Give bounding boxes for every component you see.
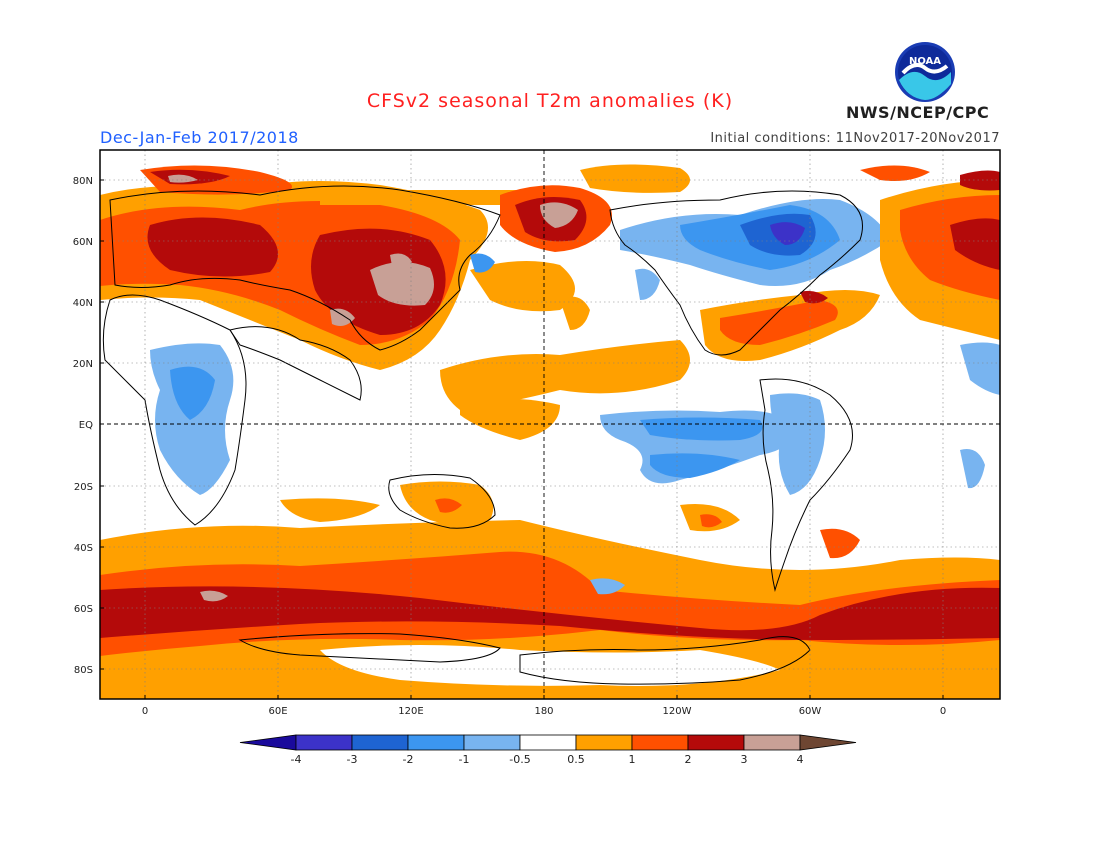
lon-tick-label: 60W — [799, 706, 822, 717]
lat-tick-label: EQ — [79, 420, 93, 431]
lat-tick-label: 60S — [74, 604, 93, 615]
colorbar-label: 2 — [685, 753, 692, 766]
colorbar-segment — [519, 734, 577, 751]
lon-tick-label: 60E — [268, 706, 287, 717]
latitude-labels: 80N 60N 40N 20N EQ 20S 40S 60S 80S — [73, 176, 104, 676]
lat-tick-label: 20N — [73, 359, 93, 370]
colorbar-segment — [351, 734, 409, 751]
lon-tick-label: 120E — [398, 706, 423, 717]
colorbar-label: 3 — [741, 753, 748, 766]
lon-tick-label: 180 — [534, 706, 553, 717]
colorbar-label: 4 — [797, 753, 804, 766]
colorbar-label: -1 — [459, 753, 470, 766]
colorbar-label: -3 — [347, 753, 358, 766]
colorbar-label: 1 — [629, 753, 636, 766]
colorbar-segment — [295, 734, 353, 751]
noaa-logo-text: NOAA — [909, 56, 941, 67]
colorbar-label: 0.5 — [567, 753, 585, 766]
lon-tick-label: 120W — [663, 706, 692, 717]
colorbar-label: -4 — [291, 753, 302, 766]
colorbar: -4 -3 -2 -1 -0.5 0.5 1 2 3 4 — [239, 734, 857, 766]
anomaly-field — [100, 150, 1000, 699]
lat-tick-label: 60N — [73, 237, 93, 248]
colorbar-label: -0.5 — [509, 753, 530, 766]
graticule — [100, 150, 1000, 699]
colorbar-arrow-high — [799, 734, 857, 751]
agency-label: NWS/NCEP/CPC — [846, 103, 990, 122]
lon-tick-label: 0 — [142, 706, 148, 717]
lon-tick-label: 0 — [940, 706, 946, 717]
colorbar-segment — [687, 734, 745, 751]
lat-tick-label: 80N — [73, 176, 93, 187]
initial-conditions: Initial conditions: 11Nov2017-20Nov2017 — [710, 131, 1000, 146]
noaa-logo: NOAA — [895, 42, 955, 102]
lat-tick-label: 40N — [73, 298, 93, 309]
colorbar-segment — [575, 734, 633, 751]
map-title: CFSv2 seasonal T2m anomalies (K) — [366, 90, 734, 112]
lat-tick-label: 80S — [74, 665, 93, 676]
longitude-labels: 0 60E 120E 180 120W 60W 0 — [142, 695, 946, 717]
colorbar-segment — [631, 734, 689, 751]
colorbar-label: -2 — [403, 753, 414, 766]
forecast-period: Dec-Jan-Feb 2017/2018 — [100, 128, 299, 147]
colorbar-segment — [407, 734, 465, 751]
lat-tick-label: 20S — [74, 482, 93, 493]
colorbar-segment — [463, 734, 521, 751]
colorbar-arrow-low — [239, 734, 297, 751]
colorbar-segment — [743, 734, 801, 751]
lat-tick-label: 40S — [74, 543, 93, 554]
